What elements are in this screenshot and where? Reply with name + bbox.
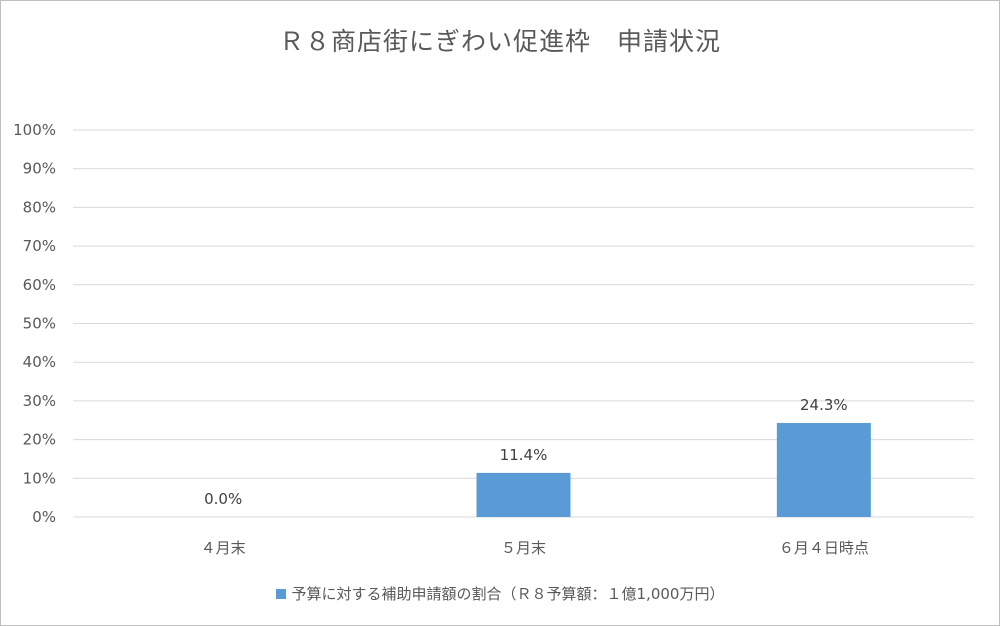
legend-label: 予算に対する補助申請額の割合（Ｒ８予算額：１億1,000万円） [291, 585, 725, 603]
bar [476, 472, 571, 517]
y-tick-label: 70% [23, 237, 56, 255]
legend: 予算に対する補助申請額の割合（Ｒ８予算額：１億1,000万円） [0, 583, 1000, 604]
x-tick-label: ６月４日時点 [779, 539, 869, 557]
chart-title: Ｒ８商店街にぎわい促進枠 申請状況 [278, 27, 721, 56]
legend-swatch [275, 588, 286, 599]
y-tick-label: 50% [23, 315, 56, 333]
x-tick-label: ５月末 [501, 539, 546, 557]
data-label: 24.3% [800, 396, 848, 414]
data-label: 11.4% [500, 446, 548, 464]
x-tick-label: ４月末 [201, 539, 246, 557]
bar [776, 422, 871, 517]
y-tick-label: 100% [13, 121, 56, 139]
y-tick-label: 60% [23, 276, 56, 294]
y-tick-label: 0% [32, 508, 56, 526]
y-tick-label: 20% [23, 431, 56, 449]
y-tick-label: 90% [23, 160, 56, 178]
y-tick-label: 80% [23, 198, 56, 216]
y-tick-label: 30% [23, 392, 56, 410]
data-label: 0.0% [204, 490, 242, 508]
y-tick-label: 40% [23, 353, 56, 371]
y-tick-label: 10% [23, 469, 56, 487]
